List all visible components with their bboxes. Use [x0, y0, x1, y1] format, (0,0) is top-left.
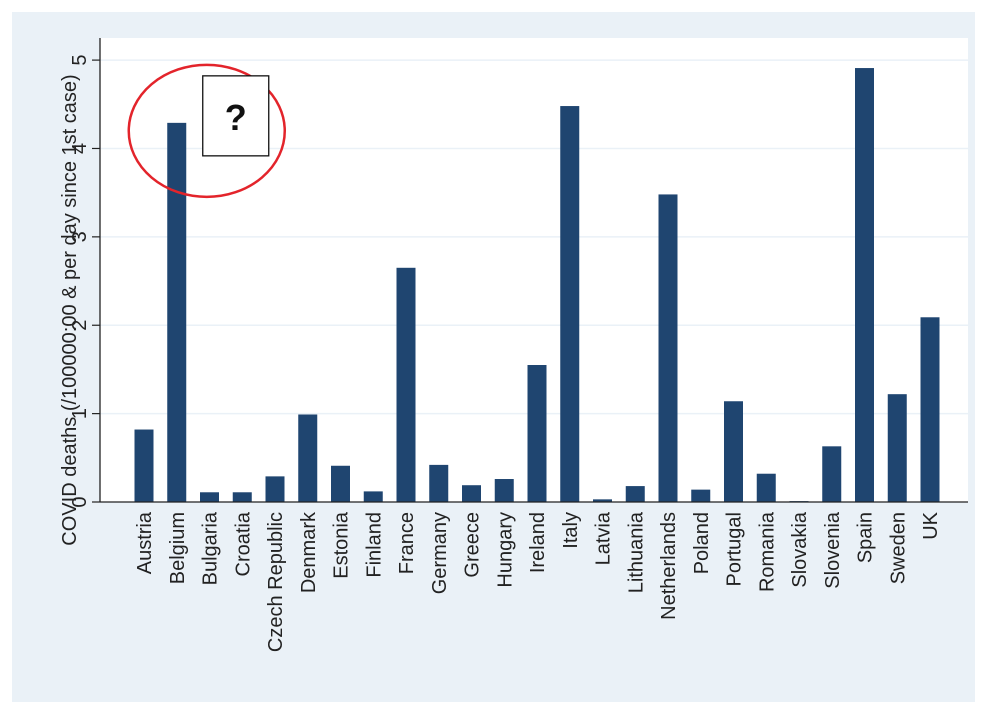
- bar-poland: [691, 489, 711, 502]
- annotation-box: [202, 75, 270, 157]
- x-tick-label: Netherlands: [658, 512, 680, 620]
- x-tick-label: Romania: [756, 511, 778, 592]
- tick-labels: 0 1 2 3 4 5 Austria Belgium Bulgaria Croatia Czech…: [69, 55, 942, 653]
- y-axis-label: COVID deaths (/100000:00 & per day since…: [59, 74, 81, 545]
- bar-denmark: [298, 414, 318, 502]
- bar-lithuania: [625, 486, 645, 502]
- x-tick-label: Bulgaria: [200, 511, 222, 585]
- bar-ireland: [527, 365, 547, 502]
- bar-hungary: [494, 479, 514, 502]
- x-tick-label: UK: [920, 511, 942, 539]
- x-tick-label: Croatia: [232, 511, 254, 576]
- bar-greece: [462, 485, 481, 502]
- x-tick-label: Portugal: [724, 512, 746, 587]
- x-tick-label: Belgium: [167, 512, 189, 584]
- bar-latvia: [593, 499, 612, 502]
- x-tick-label: Finland: [363, 512, 385, 578]
- annotation: ?: [127, 63, 286, 199]
- bar-portugal: [724, 401, 743, 502]
- x-tick-label: Italy: [560, 512, 582, 549]
- bar-bulgaria: [200, 492, 219, 502]
- x-tick-label: Hungary: [494, 512, 516, 588]
- x-tick-label: Slovakia: [789, 511, 811, 587]
- bar-finland: [363, 491, 383, 502]
- bar-netherlands: [658, 194, 678, 502]
- y-tick-label: 2: [69, 320, 91, 331]
- bar-spain: [855, 68, 874, 503]
- x-tick-label: Estonia: [331, 511, 353, 579]
- x-tick-label: Sweden: [887, 512, 909, 584]
- x-tick-label: Austria: [134, 511, 156, 574]
- x-tick-label: Poland: [691, 512, 713, 574]
- y-tick-label: 1: [69, 408, 91, 419]
- gridlines: [100, 59, 968, 415]
- y-tick-label: 4: [69, 143, 91, 154]
- bar-austria: [134, 429, 154, 502]
- bar-estonia: [331, 465, 350, 502]
- annotation-circle: [127, 63, 286, 199]
- y-tick-label: 3: [69, 231, 91, 242]
- annotation-text: ?: [225, 97, 247, 138]
- bar-czech-republic: [265, 476, 285, 502]
- x-tick-label: Germany: [429, 512, 451, 594]
- bar-italy: [560, 106, 580, 503]
- x-tick-label: France: [396, 512, 418, 574]
- y-tick-label: 5: [69, 55, 91, 66]
- x-tick-label: Slovenia: [822, 511, 844, 589]
- bar-sweden: [887, 394, 907, 502]
- bar-belgium: [167, 122, 187, 502]
- y-tick-label: 0: [69, 496, 91, 507]
- bar-france: [396, 267, 416, 502]
- x-tick-label: Latvia: [593, 511, 615, 565]
- x-tick-label: Spain: [855, 512, 877, 563]
- bar-uk: [920, 317, 940, 502]
- x-tick-label: Czech Republic: [265, 512, 287, 652]
- x-tick-label: Lithuania: [625, 511, 647, 593]
- bar-romania: [756, 473, 776, 502]
- x-tick-label: Greece: [462, 512, 484, 578]
- x-tick-label: Denmark: [298, 511, 320, 593]
- bar-germany: [429, 464, 449, 502]
- bar-croatia: [232, 492, 252, 502]
- x-tick-label: Ireland: [527, 512, 549, 573]
- bars: [134, 68, 940, 503]
- bar-slovenia: [822, 446, 842, 502]
- axes: [92, 38, 968, 503]
